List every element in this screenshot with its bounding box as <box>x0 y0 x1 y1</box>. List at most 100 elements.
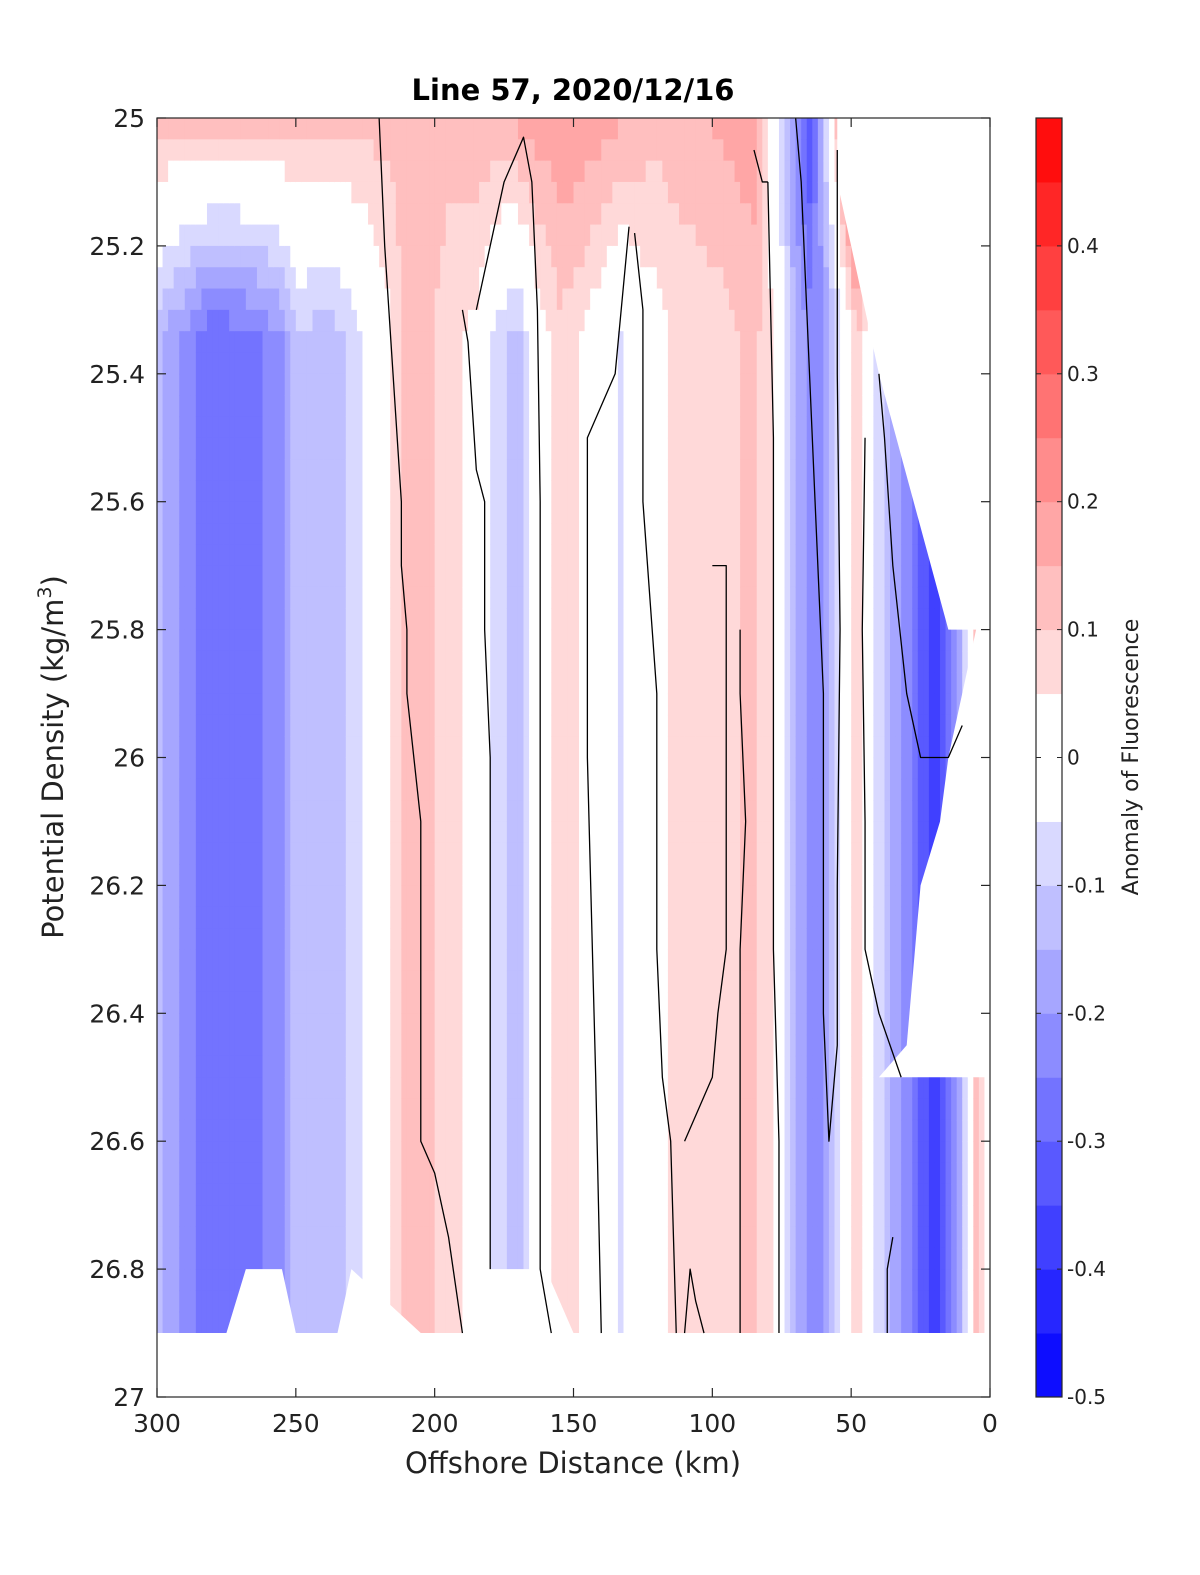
anomaly-cell <box>490 821 497 844</box>
anomaly-cell <box>512 245 519 268</box>
anomaly-cell <box>606 139 613 162</box>
anomaly-cell <box>306 757 314 780</box>
anomaly-cell <box>190 736 197 759</box>
anomaly-cell <box>279 1119 286 1142</box>
anomaly-cell <box>512 331 519 354</box>
anomaly-cell <box>268 714 275 737</box>
anomaly-cell <box>551 693 558 716</box>
anomaly-cell <box>579 267 586 290</box>
anomaly-cell <box>412 1183 419 1206</box>
anomaly-cell <box>284 800 291 823</box>
anomaly-cell <box>412 139 419 162</box>
anomaly-cell <box>567 800 575 823</box>
anomaly-cell <box>301 778 308 801</box>
anomaly-cell <box>218 906 225 929</box>
anomaly-cell <box>251 1247 258 1270</box>
anomaly-cell <box>318 821 325 844</box>
anomaly-cell <box>445 1205 452 1228</box>
anomaly-cell <box>434 437 441 460</box>
anomaly-cell <box>256 565 264 588</box>
anomaly-cell <box>556 949 563 972</box>
anomaly-cell <box>323 586 330 609</box>
anomaly-cell <box>162 842 169 865</box>
anomaly-cell <box>356 714 364 737</box>
anomaly-cell <box>590 288 597 311</box>
anomaly-cell <box>312 1055 319 1078</box>
anomaly-cell <box>256 736 264 759</box>
anomaly-cell <box>456 224 464 247</box>
anomaly-cell <box>579 650 586 673</box>
anomaly-cell <box>234 523 241 545</box>
anomaly-cell <box>467 970 475 993</box>
anomaly-cell <box>584 331 591 354</box>
anomaly-cell <box>601 629 608 652</box>
anomaly-cell <box>162 991 169 1014</box>
anomaly-cell <box>212 1013 219 1036</box>
anomaly-cell <box>312 821 319 844</box>
anomaly-cell <box>479 821 486 844</box>
anomaly-cell <box>473 736 480 759</box>
anomaly-cell <box>362 523 369 545</box>
anomaly-cell <box>529 160 536 183</box>
anomaly-cell <box>451 757 458 780</box>
anomaly-cell <box>268 949 275 972</box>
anomaly-cell <box>479 245 486 268</box>
anomaly-cell <box>384 395 391 418</box>
anomaly-cell <box>584 885 591 908</box>
anomaly-cell <box>184 1226 191 1249</box>
anomaly-cell <box>523 586 530 609</box>
anomaly-cell <box>384 309 391 332</box>
anomaly-cell <box>206 1226 214 1249</box>
anomaly-cell <box>206 1098 214 1121</box>
anomaly-cell <box>173 864 180 886</box>
anomaly-cell <box>590 309 597 332</box>
anomaly-cell <box>162 139 169 162</box>
anomaly-cell <box>467 1098 475 1121</box>
anomaly-cell <box>595 437 602 460</box>
anomaly-cell <box>512 309 519 332</box>
anomaly-cell <box>201 885 208 908</box>
anomaly-cell <box>234 1226 241 1249</box>
anomaly-cell <box>229 544 236 567</box>
anomaly-cell <box>384 991 391 1014</box>
anomaly-cell <box>567 331 575 354</box>
anomaly-cell <box>584 1269 591 1292</box>
anomaly-cell <box>245 842 252 865</box>
anomaly-cell <box>562 565 569 588</box>
anomaly-cell <box>184 1077 191 1100</box>
anomaly-cell <box>168 1290 175 1313</box>
anomaly-cell <box>356 395 364 418</box>
anomaly-cell <box>218 1055 225 1078</box>
anomaly-cell <box>517 757 525 780</box>
anomaly-cell <box>495 501 502 524</box>
anomaly-cell <box>323 544 330 567</box>
anomaly-cell <box>162 757 169 780</box>
anomaly-cell <box>351 906 358 929</box>
anomaly-cell <box>229 842 236 865</box>
anomaly-cell <box>345 331 352 354</box>
anomaly-cell <box>379 203 386 226</box>
anomaly-cell <box>617 309 625 332</box>
anomaly-cell <box>284 736 291 759</box>
anomaly-cell <box>356 885 364 908</box>
anomaly-cell <box>256 395 264 418</box>
anomaly-cell <box>601 778 608 801</box>
anomaly-cell <box>451 1013 458 1036</box>
anomaly-cell <box>201 1269 208 1292</box>
anomaly-cell <box>173 608 180 631</box>
anomaly-cell <box>262 928 269 950</box>
anomaly-cell <box>262 608 269 631</box>
anomaly-cell <box>206 245 214 268</box>
anomaly-cell <box>190 1141 197 1164</box>
anomaly-cell <box>529 586 536 609</box>
anomaly-cell <box>356 1119 364 1142</box>
anomaly-cell <box>179 267 186 290</box>
anomaly-cell <box>562 459 569 481</box>
anomaly-cell <box>401 373 408 396</box>
anomaly-cell <box>206 1077 214 1100</box>
anomaly-cell <box>368 1141 375 1164</box>
anomaly-cell <box>206 864 214 886</box>
anomaly-cell <box>606 1034 613 1057</box>
anomaly-cell <box>529 352 536 375</box>
anomaly-cell <box>390 1226 397 1249</box>
